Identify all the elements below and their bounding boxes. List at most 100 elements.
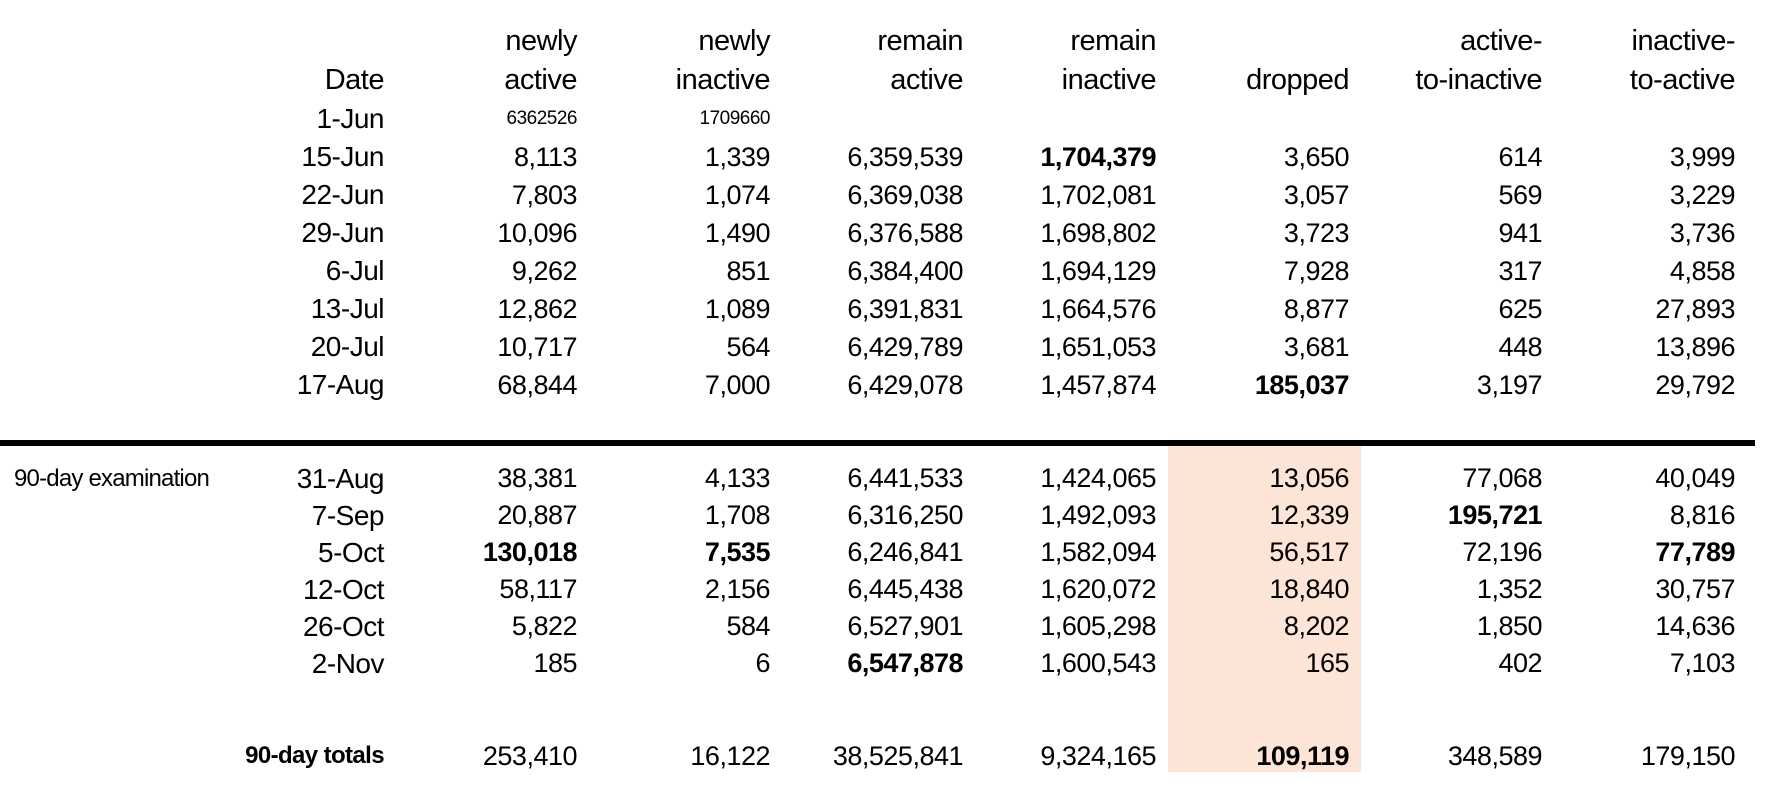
column-header-top-remain-inactive: remain xyxy=(1070,25,1156,57)
value-cell-dropped xyxy=(1168,100,1361,138)
value-cell-remain-active: 6,316,250 xyxy=(847,500,963,530)
value-cell-inactive-to-active: 30,757 xyxy=(1655,574,1735,604)
date-cell: 1-Jun xyxy=(316,103,384,134)
table-row: 15-Jun 8,113 1,339 6,359,539 1,704,379 3,650 6… xyxy=(0,138,1747,176)
value-cell-dropped: 8,877 xyxy=(1283,293,1350,324)
totals-value-cell-inactive-to-active: 179,150 xyxy=(1640,740,1736,771)
date-cell: 7-Sep xyxy=(311,499,385,531)
header-row-top: newly newly remain remain active-inactive- xyxy=(0,0,1747,60)
value-cell-inactive-to-active: 40,049 xyxy=(1655,463,1735,493)
value-cell-remain-active: 6,359,539 xyxy=(847,141,963,172)
value-cell-newly-inactive: 1,339 xyxy=(704,141,771,172)
column-header-top-dropped xyxy=(1168,0,1361,60)
value-cell-dropped: 3,650 xyxy=(1283,141,1350,172)
value-cell-inactive-to-active: 3,229 xyxy=(1669,179,1736,210)
value-cell-inactive-to-active: 13,896 xyxy=(1655,331,1735,362)
value-cell-newly-active: 6362526 xyxy=(506,108,578,129)
value-cell-active-to-inactive: 72,196 xyxy=(1462,537,1542,567)
value-cell-remain-inactive: 1,694,129 xyxy=(1040,255,1156,286)
value-cell-newly-inactive: 584 xyxy=(726,611,770,641)
value-cell-newly-inactive: 1,708 xyxy=(704,500,771,530)
value-cell-dropped: 12,339 xyxy=(1269,500,1349,530)
column-header-bottom-inactive-to-active: to-active xyxy=(1629,63,1736,96)
value-cell-newly-active: 10,717 xyxy=(497,331,577,362)
value-cell-remain-inactive: 1,582,094 xyxy=(1040,537,1156,567)
row-label-cell xyxy=(0,328,240,366)
date-cell: 15-Jun xyxy=(301,141,384,172)
row-label-cell xyxy=(0,214,240,252)
column-header-bottom-active-to-inactive: to-inactive xyxy=(1415,63,1542,96)
date-cell: 31-Aug xyxy=(296,462,385,494)
table-row: 12-Oct 58,117 2,156 6,445,438 1,620,072 18,84… xyxy=(0,571,1747,608)
value-cell-inactive-to-active: 3,999 xyxy=(1669,141,1736,172)
value-cell-inactive-to-active: 7,103 xyxy=(1669,648,1736,678)
spacer-row xyxy=(0,682,1747,736)
totals-value-cell-remain-active: 38,525,841 xyxy=(832,740,964,771)
header-row-bottom: Date active inactive active inactive dropped t… xyxy=(0,60,1747,100)
date-cell: 2-Nov xyxy=(311,647,385,679)
table-row: 26-Oct 5,822 584 6,527,901 1,605,298 8,202 1,8… xyxy=(0,608,1747,645)
value-cell-newly-active: 130,018 xyxy=(482,537,578,567)
value-cell-dropped: 8,202 xyxy=(1283,611,1350,641)
spacer-cell xyxy=(0,682,1747,736)
value-cell-remain-active: 6,527,901 xyxy=(847,611,963,641)
row-label-cell xyxy=(0,100,240,138)
value-cell-inactive-to-active: 4,858 xyxy=(1669,255,1736,286)
value-cell-active-to-inactive: 3,197 xyxy=(1476,369,1543,400)
value-cell-inactive-to-active: 8,816 xyxy=(1669,500,1736,530)
value-cell-dropped: 3,723 xyxy=(1283,217,1350,248)
dropped-column-highlight xyxy=(1168,446,1361,772)
value-cell-active-to-inactive: 1,850 xyxy=(1476,611,1543,641)
value-cell-dropped: 185,037 xyxy=(1254,369,1350,400)
column-header-bottom-remain-active: active xyxy=(890,63,963,96)
value-cell-newly-inactive: 4,133 xyxy=(704,463,771,493)
row-label-cell xyxy=(0,608,240,645)
divider-row xyxy=(0,404,1747,460)
value-cell-remain-active: 6,369,038 xyxy=(847,179,963,210)
value-cell-remain-active: 6,246,841 xyxy=(847,537,963,567)
date-cell: 13-Jul xyxy=(310,293,385,324)
value-cell-remain-active: 6,429,078 xyxy=(847,369,963,400)
value-cell-inactive-to-active: 3,736 xyxy=(1669,217,1736,248)
value-cell-dropped: 56,517 xyxy=(1269,537,1349,567)
value-cell-newly-active: 20,887 xyxy=(497,500,577,530)
value-cell-inactive-to-active xyxy=(1554,100,1747,138)
value-cell-remain-inactive: 1,704,379 xyxy=(1040,141,1156,172)
table-row: 90-day examination 31-Aug 38,381 4,133 6,441… xyxy=(0,460,1747,497)
corner-cell xyxy=(0,0,240,60)
value-cell-newly-inactive: 6 xyxy=(755,648,770,678)
value-cell-remain-inactive: 1,664,576 xyxy=(1040,293,1156,324)
table-row: 13-Jul 12,862 1,089 6,391,831 1,664,576 8,877… xyxy=(0,290,1747,328)
value-cell-active-to-inactive xyxy=(1361,100,1554,138)
value-cell-newly-active: 8,113 xyxy=(513,141,578,172)
column-header-top-remain-active: remain xyxy=(877,25,963,57)
value-cell-active-to-inactive: 625 xyxy=(1498,293,1542,324)
value-cell-dropped: 7,928 xyxy=(1283,255,1350,286)
value-cell-inactive-to-active: 29,792 xyxy=(1655,369,1735,400)
totals-value-cell-active-to-inactive: 348,589 xyxy=(1447,740,1543,771)
divider-cell xyxy=(0,404,1747,460)
value-cell-newly-active: 10,096 xyxy=(497,217,577,248)
value-cell-inactive-to-active: 77,789 xyxy=(1655,537,1735,567)
date-cell: 22-Jun xyxy=(301,179,384,210)
value-cell-newly-inactive: 1,490 xyxy=(704,217,771,248)
value-cell-active-to-inactive: 569 xyxy=(1498,179,1542,210)
totals-value-cell-newly-active: 253,410 xyxy=(482,740,578,771)
value-cell-dropped: 165 xyxy=(1305,648,1349,678)
column-header-top-active-to-inactive: active- xyxy=(1460,25,1542,57)
column-header-bottom-dropped: dropped xyxy=(1246,63,1349,96)
value-cell-inactive-to-active: 27,893 xyxy=(1655,293,1735,324)
value-cell-newly-active: 7,803 xyxy=(511,179,578,210)
date-cell: 6-Jul xyxy=(325,255,385,286)
totals-value-cell-newly-inactive: 16,122 xyxy=(690,740,770,771)
value-cell-inactive-to-active: 14,636 xyxy=(1655,611,1735,641)
value-cell-newly-inactive: 1,089 xyxy=(704,293,771,324)
value-cell-active-to-inactive: 77,068 xyxy=(1462,463,1542,493)
section-divider-line xyxy=(0,440,1755,446)
table-row: 6-Jul 9,262 851 6,384,400 1,694,129 7,928 317 4… xyxy=(0,252,1747,290)
value-cell-dropped: 3,057 xyxy=(1283,179,1350,210)
table-row: 22-Jun 7,803 1,074 6,369,038 1,702,081 3,057 5… xyxy=(0,176,1747,214)
column-header-top-newly-inactive: newly xyxy=(698,25,770,57)
date-header-spacer xyxy=(240,0,396,60)
